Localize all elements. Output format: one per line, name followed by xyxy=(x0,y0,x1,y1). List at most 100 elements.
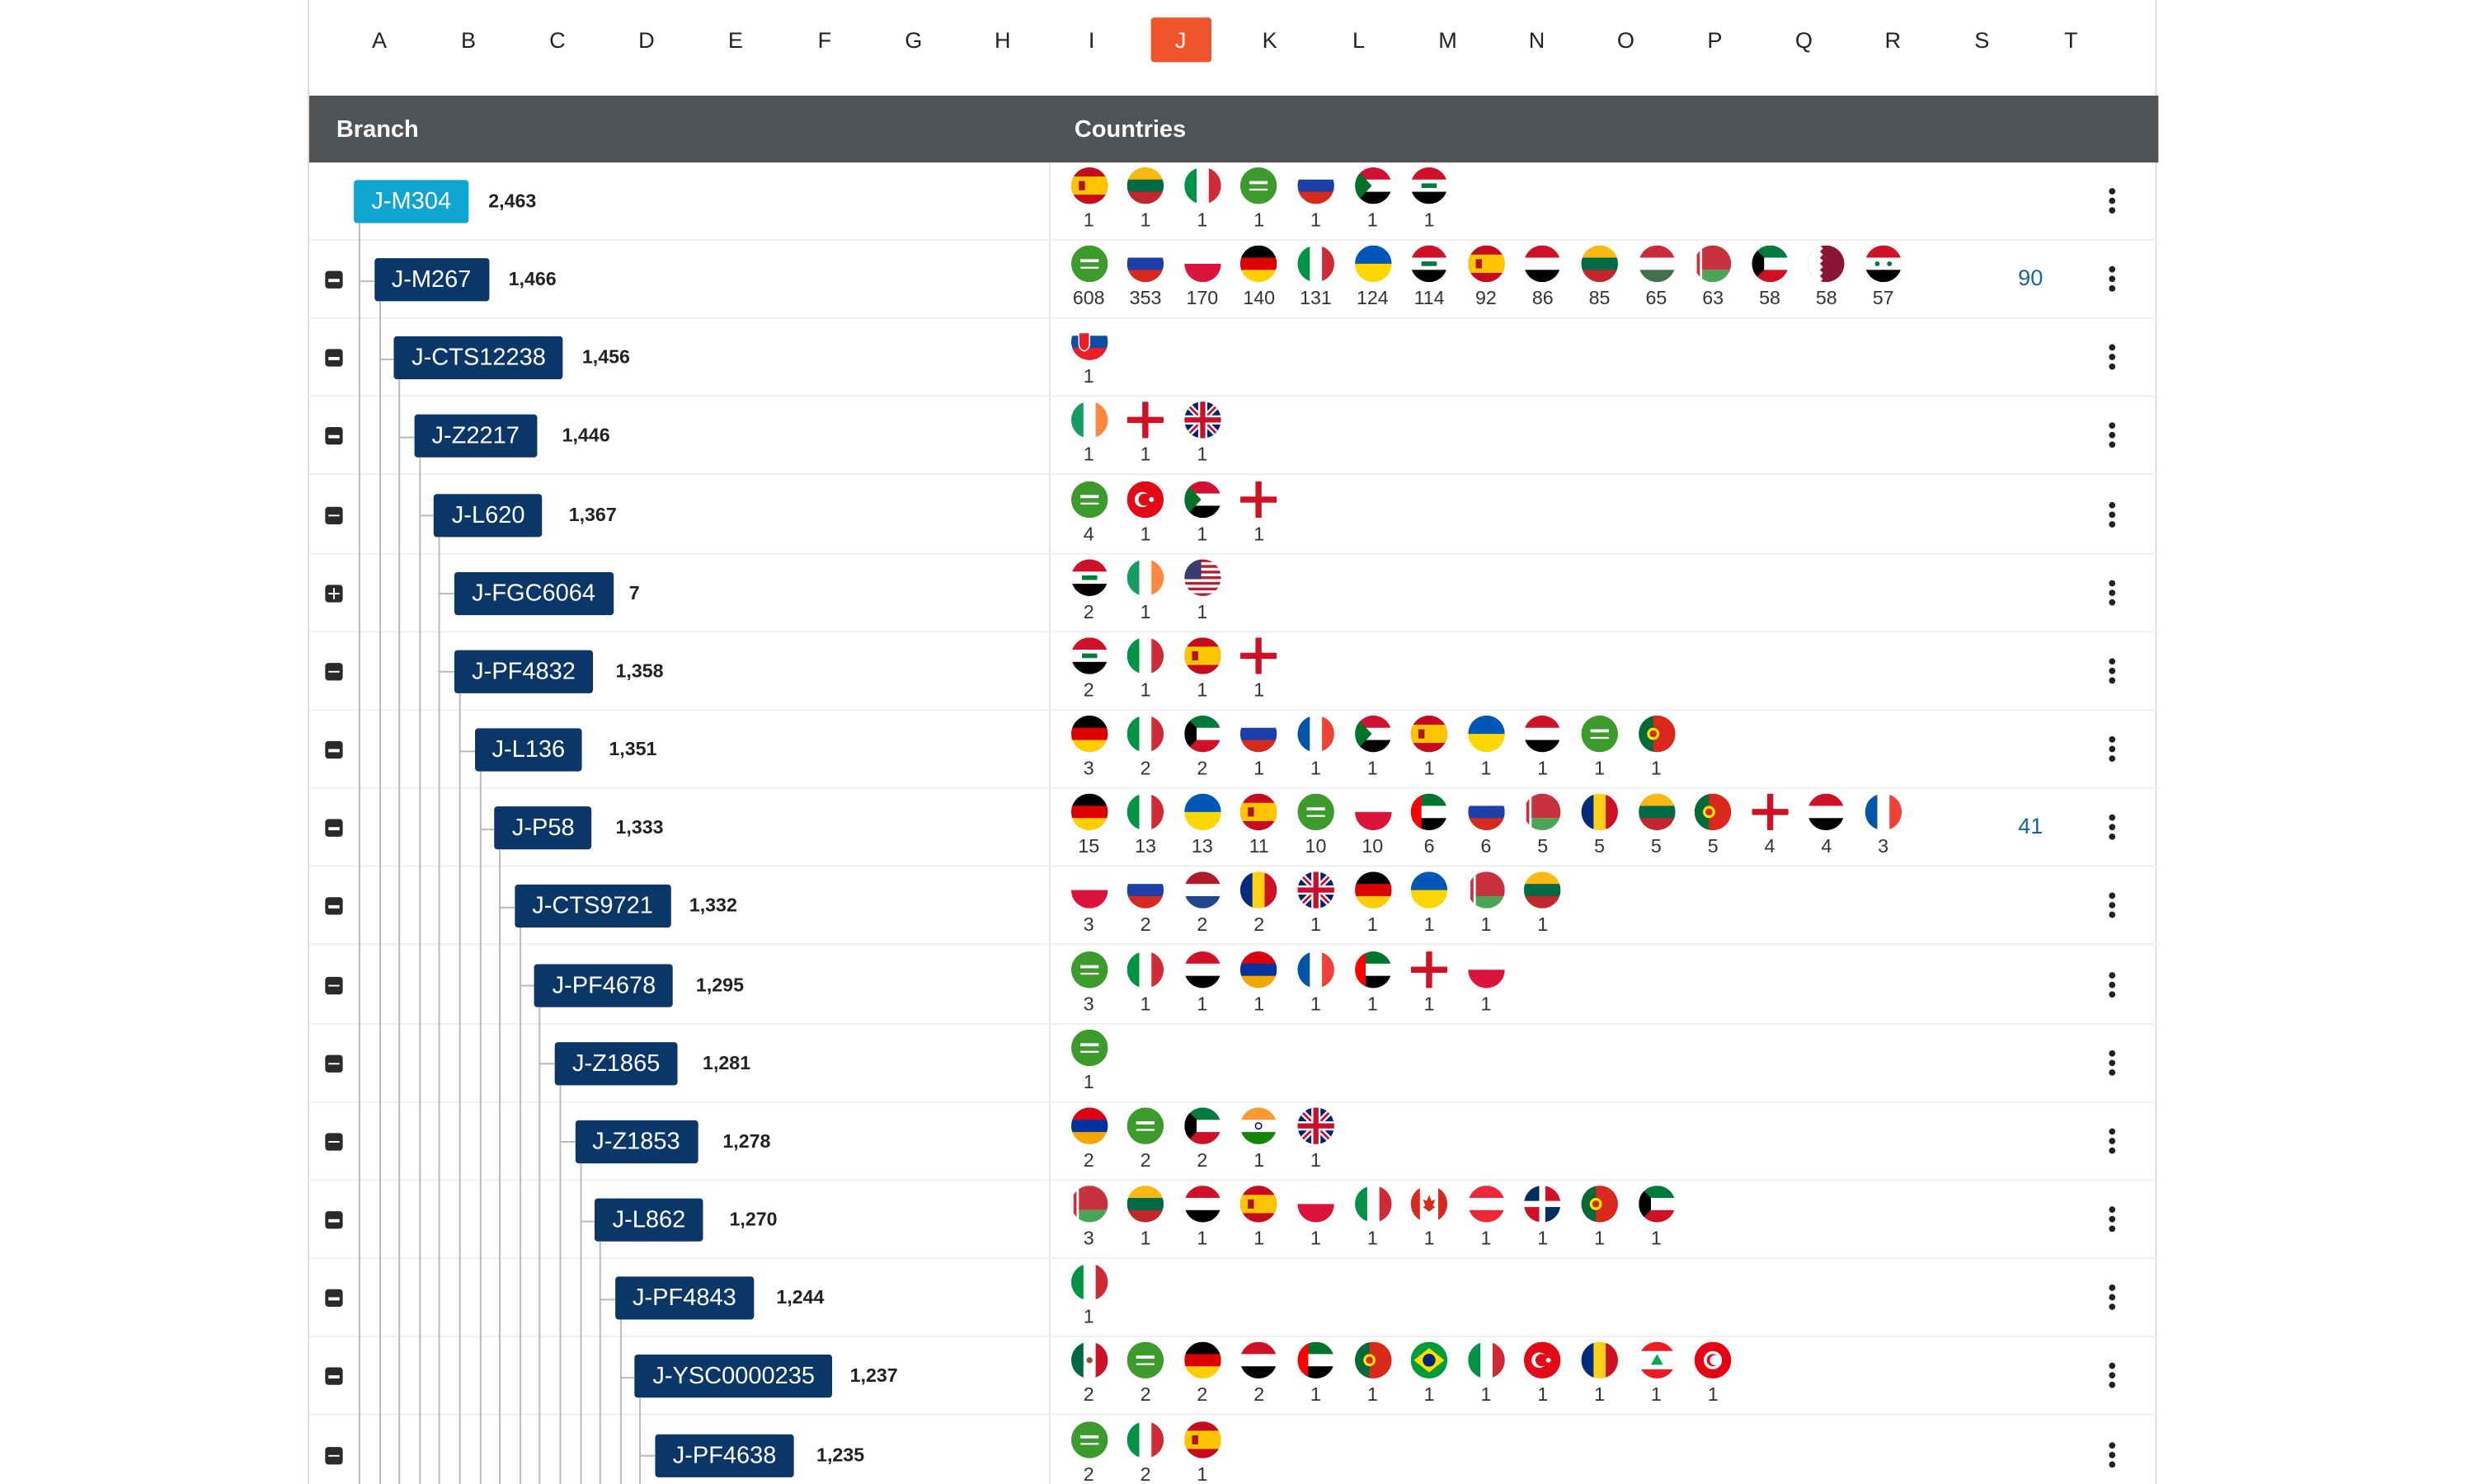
italy-flag-icon[interactable] xyxy=(1126,637,1164,674)
poland-flag-icon[interactable] xyxy=(1467,951,1505,988)
belarus-flag-icon[interactable] xyxy=(1070,1186,1108,1223)
armenia-flag-icon[interactable] xyxy=(1070,1107,1108,1144)
branch-button[interactable]: J-PF4638 xyxy=(655,1433,794,1477)
sudan-flag-icon[interactable] xyxy=(1354,167,1391,204)
germany-flag-icon[interactable] xyxy=(1183,1342,1221,1379)
letter-q[interactable]: Q xyxy=(1794,26,1813,53)
branch-button[interactable]: J-L136 xyxy=(474,728,583,772)
spain-flag-icon[interactable] xyxy=(1467,245,1505,283)
branch-button[interactable]: J-M304 xyxy=(354,180,469,223)
portugal-flag-icon[interactable] xyxy=(1354,1342,1391,1379)
russia-flag-icon[interactable] xyxy=(1297,167,1334,204)
france-flag-icon[interactable] xyxy=(1297,951,1334,988)
row-menu-kebab-icon[interactable] xyxy=(2095,735,2130,771)
kuwait-flag-icon[interactable] xyxy=(1183,716,1221,753)
branch-button[interactable]: J-Z1865 xyxy=(554,1041,678,1085)
belarus-flag-icon[interactable] xyxy=(1524,794,1561,831)
spain-flag-icon[interactable] xyxy=(1183,1421,1221,1458)
letter-p[interactable]: P xyxy=(1707,26,1723,53)
branch-button[interactable]: J-PF4678 xyxy=(534,963,674,1007)
italy-flag-icon[interactable] xyxy=(1297,245,1334,283)
letter-f[interactable]: F xyxy=(817,26,832,53)
more-countries-link[interactable]: 90 xyxy=(2018,265,2044,291)
yemen-flag-icon[interactable] xyxy=(1524,716,1561,753)
row-menu-kebab-icon[interactable] xyxy=(2095,343,2130,379)
row-menu-kebab-icon[interactable] xyxy=(2095,421,2130,458)
branch-button[interactable]: J-L862 xyxy=(595,1198,703,1242)
germany-flag-icon[interactable] xyxy=(1354,872,1391,909)
row-menu-kebab-icon[interactable] xyxy=(2095,1440,2130,1477)
yemen-flag-icon[interactable] xyxy=(1240,1342,1277,1379)
saudi-flag-icon[interactable] xyxy=(1126,1107,1164,1144)
branch-button[interactable]: J-PF4843 xyxy=(614,1276,755,1320)
row-menu-kebab-icon[interactable] xyxy=(2095,1362,2130,1398)
saudi-flag-icon[interactable] xyxy=(1581,716,1618,753)
belarus-flag-icon[interactable] xyxy=(1467,872,1505,909)
branch-button[interactable]: J-CTS12238 xyxy=(393,336,564,380)
saudi-flag-icon[interactable] xyxy=(1070,1029,1108,1066)
armenia-flag-icon[interactable] xyxy=(1240,951,1277,988)
iraq-flag-icon[interactable] xyxy=(1070,637,1108,674)
expand-toggle[interactable] xyxy=(325,585,343,603)
italy-flag-icon[interactable] xyxy=(1070,1264,1108,1301)
romania-flag-icon[interactable] xyxy=(1581,794,1618,831)
collapse-toggle[interactable] xyxy=(325,741,343,759)
saudi-flag-icon[interactable] xyxy=(1126,1342,1164,1379)
lithuania-flag-icon[interactable] xyxy=(1126,1186,1164,1223)
ukraine-flag-icon[interactable] xyxy=(1183,794,1221,831)
dominican-flag-icon[interactable] xyxy=(1524,1186,1561,1223)
russia-flag-icon[interactable] xyxy=(1240,716,1277,753)
letter-j[interactable]: J xyxy=(1150,17,1211,63)
collapse-toggle[interactable] xyxy=(325,1054,343,1073)
uk-flag-icon[interactable] xyxy=(1297,1107,1334,1144)
poland-flag-icon[interactable] xyxy=(1070,872,1108,909)
iraq-flag-icon[interactable] xyxy=(1410,245,1448,283)
italy-flag-icon[interactable] xyxy=(1126,1421,1164,1458)
yemen-flag-icon[interactable] xyxy=(1183,1186,1221,1223)
russia-flag-icon[interactable] xyxy=(1467,794,1505,831)
saudi-flag-icon[interactable] xyxy=(1240,167,1277,204)
saudi-flag-icon[interactable] xyxy=(1070,481,1108,518)
row-menu-kebab-icon[interactable] xyxy=(2095,1284,2130,1320)
saudi-flag-icon[interactable] xyxy=(1070,1421,1108,1458)
england-flag-icon[interactable] xyxy=(1751,794,1789,831)
letter-c[interactable]: C xyxy=(549,26,566,53)
uk-flag-icon[interactable] xyxy=(1183,402,1221,439)
letter-s[interactable]: S xyxy=(1974,26,1990,53)
row-menu-kebab-icon[interactable] xyxy=(2095,265,2130,301)
branch-button[interactable]: J-PF4832 xyxy=(454,650,594,693)
row-menu-kebab-icon[interactable] xyxy=(2095,656,2130,693)
collapse-toggle[interactable] xyxy=(325,1368,343,1386)
lithuania-flag-icon[interactable] xyxy=(1524,872,1561,909)
iraq-flag-icon[interactable] xyxy=(1410,167,1448,204)
letter-b[interactable]: B xyxy=(460,26,477,53)
brazil-flag-icon[interactable] xyxy=(1410,1342,1448,1379)
india-flag-icon[interactable] xyxy=(1240,1107,1277,1144)
italy-flag-icon[interactable] xyxy=(1126,951,1164,988)
collapse-toggle[interactable] xyxy=(325,898,343,916)
mexico-flag-icon[interactable] xyxy=(1070,1342,1108,1379)
poland-flag-icon[interactable] xyxy=(1297,1186,1334,1223)
portugal-flag-icon[interactable] xyxy=(1638,716,1675,753)
russia-flag-icon[interactable] xyxy=(1126,872,1164,909)
uk-flag-icon[interactable] xyxy=(1297,872,1334,909)
branch-button[interactable]: J-Z2217 xyxy=(414,415,538,458)
syria-flag-icon[interactable] xyxy=(1865,245,1902,283)
ireland-flag-icon[interactable] xyxy=(1126,559,1164,596)
ukraine-flag-icon[interactable] xyxy=(1410,872,1448,909)
collapse-toggle[interactable] xyxy=(325,349,343,368)
hungary-flag-icon[interactable] xyxy=(1638,245,1675,283)
romania-flag-icon[interactable] xyxy=(1240,872,1277,909)
lebanon-flag-icon[interactable] xyxy=(1638,1342,1675,1379)
england-flag-icon[interactable] xyxy=(1410,951,1448,988)
lithuania-flag-icon[interactable] xyxy=(1638,794,1675,831)
tunisia-flag-icon[interactable] xyxy=(1694,1342,1732,1379)
england-flag-icon[interactable] xyxy=(1240,481,1277,518)
ukraine-flag-icon[interactable] xyxy=(1354,245,1391,283)
more-countries-link[interactable]: 41 xyxy=(2018,813,2044,839)
lithuania-flag-icon[interactable] xyxy=(1581,245,1618,283)
spain-flag-icon[interactable] xyxy=(1240,1186,1277,1223)
letter-k[interactable]: K xyxy=(1262,26,1277,53)
netherlands-flag-icon[interactable] xyxy=(1183,872,1221,909)
qatar-flag-icon[interactable] xyxy=(1808,245,1846,283)
